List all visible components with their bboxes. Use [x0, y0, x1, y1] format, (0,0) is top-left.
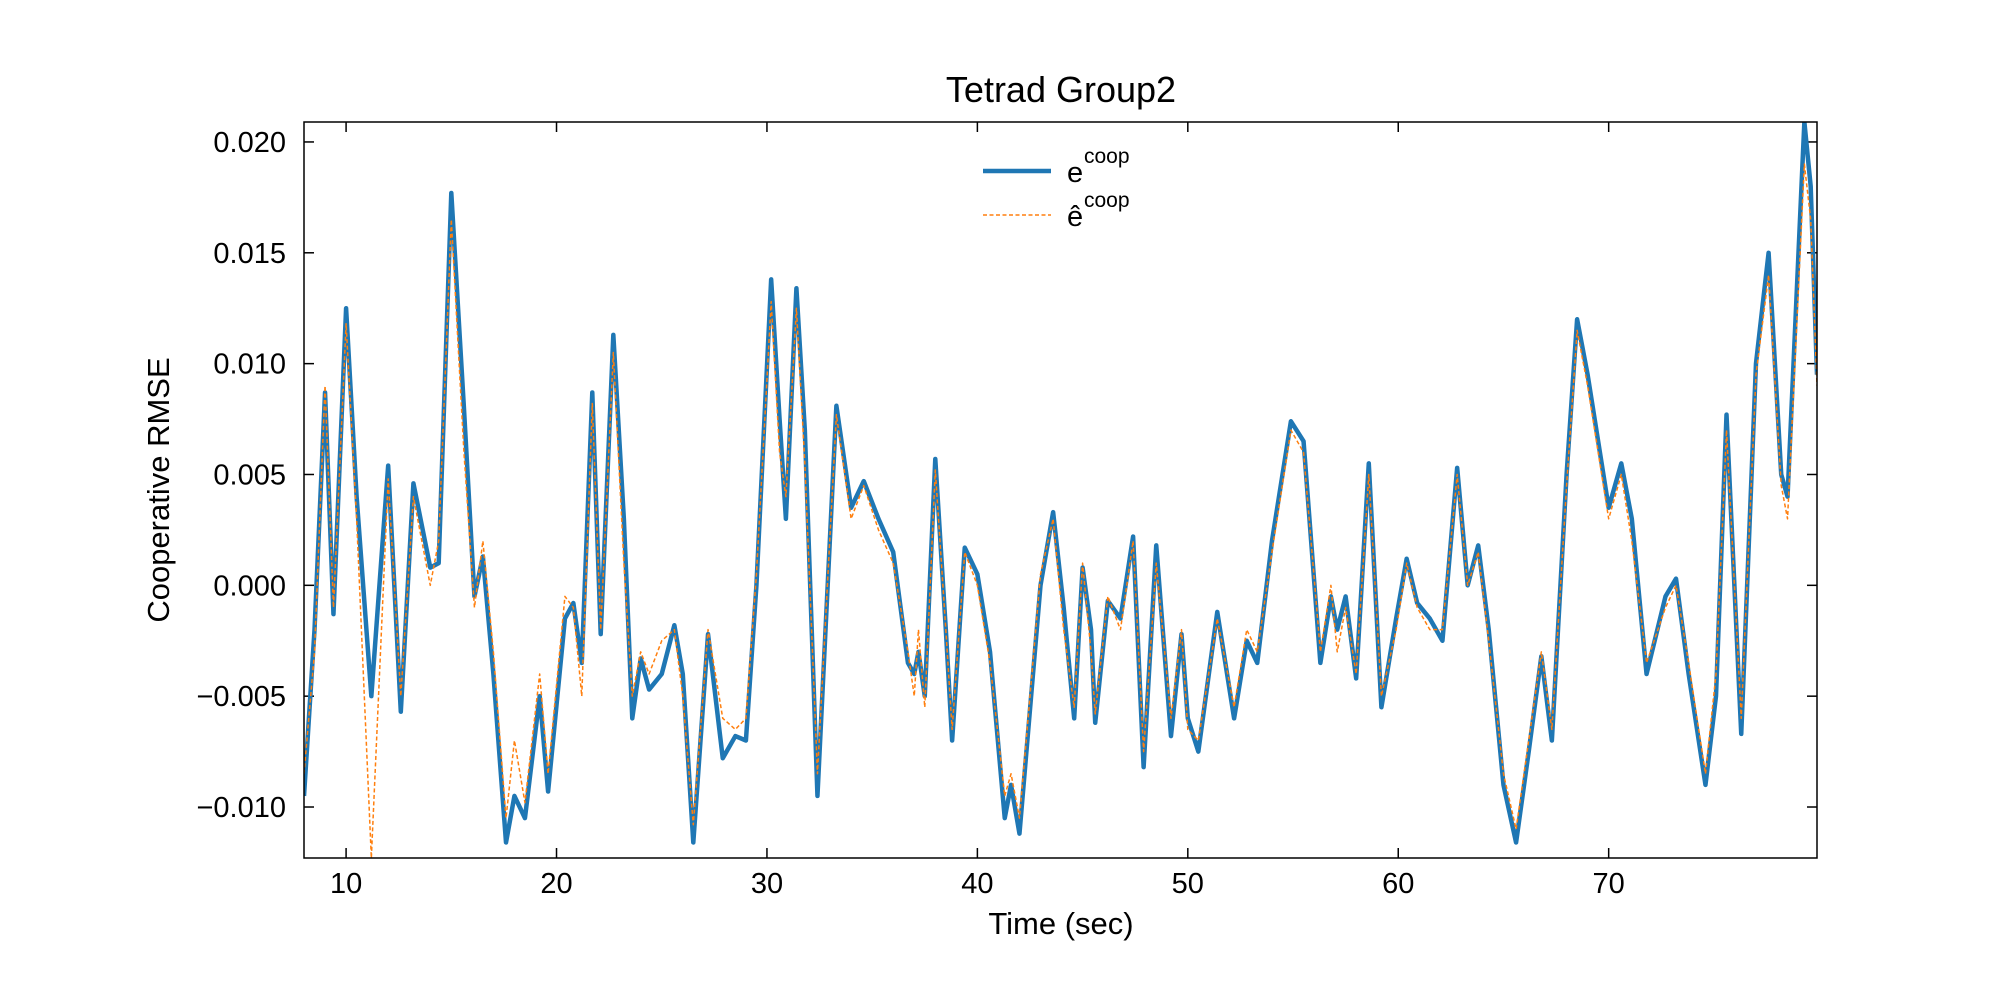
plot-frame [303, 121, 1818, 859]
x-axis-label: Time (sec) [988, 906, 1133, 941]
legend-superscript: coop [1084, 189, 1130, 212]
legend-label: e [1067, 157, 1083, 189]
x-tick-label: 70 [1593, 868, 1625, 900]
y-tick-label: 0.020 [213, 127, 286, 159]
series-line [304, 163, 1817, 858]
y-tick-label: 0.015 [213, 238, 286, 270]
x-tick-label: 60 [1382, 868, 1414, 900]
x-tick-label: 40 [961, 868, 993, 900]
y-tick-label: −0.010 [196, 792, 286, 824]
x-tick-label: 50 [1172, 868, 1204, 900]
series-line [304, 122, 1817, 845]
x-tick-label: 30 [751, 868, 783, 900]
x-tick-label: 20 [540, 868, 572, 900]
y-tick-label: 0.005 [213, 459, 286, 491]
legend-label: ê [1067, 201, 1083, 233]
legend-superscript: coop [1084, 145, 1130, 168]
y-axis-label: Cooperative RMSE [141, 357, 176, 622]
y-tick-label: −0.005 [196, 681, 286, 713]
y-tick-label: 0.000 [213, 570, 286, 602]
y-tick-label: 0.010 [213, 349, 286, 381]
x-tick-label: 10 [330, 868, 362, 900]
chart-title: Tetrad Group2 [946, 69, 1176, 110]
